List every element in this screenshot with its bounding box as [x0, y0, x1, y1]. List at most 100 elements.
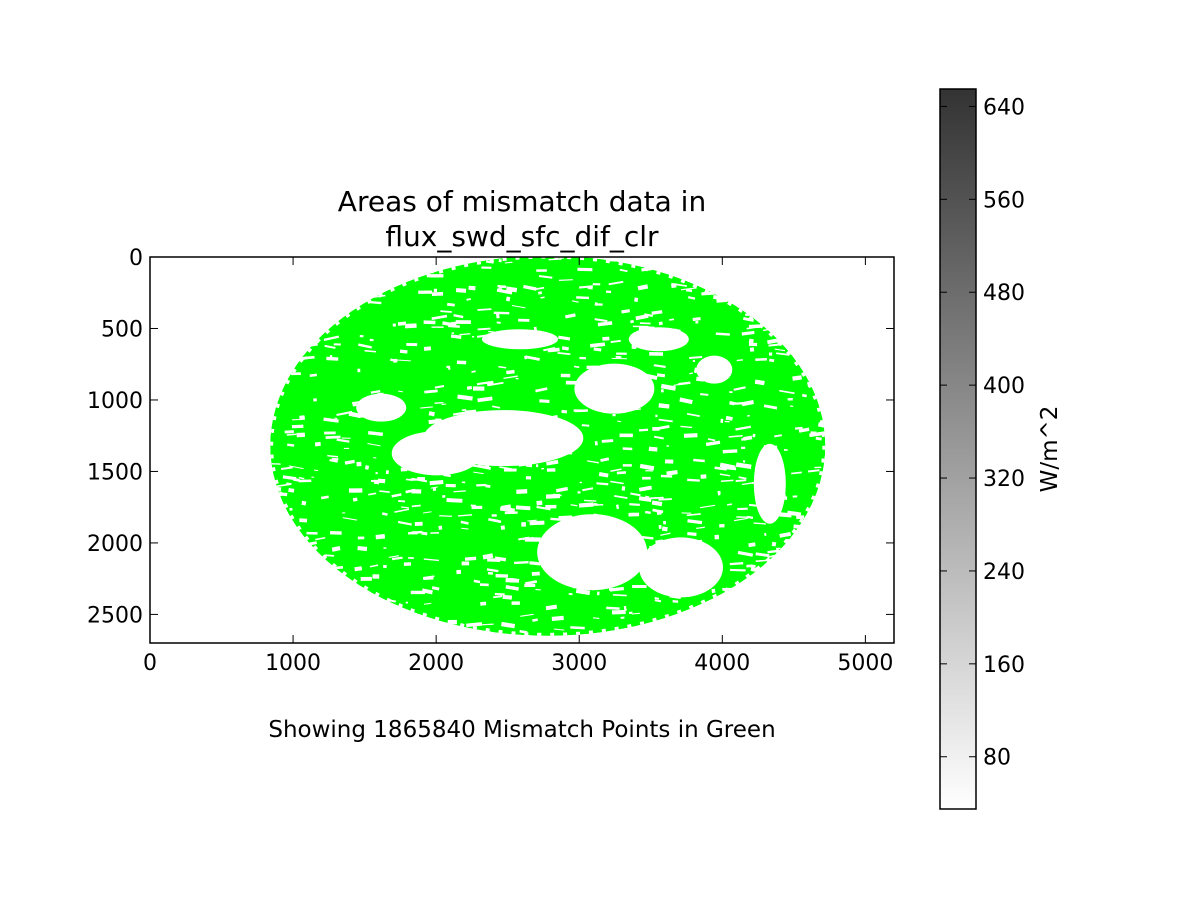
y-tick-label: 1500	[87, 460, 143, 485]
non-mismatch-gap	[763, 445, 778, 448]
non-mismatch-gap	[434, 385, 445, 389]
non-mismatch-gap	[405, 478, 412, 481]
non-mismatch-gap	[579, 481, 582, 484]
non-mismatch-gap	[429, 479, 444, 486]
non-mismatch-gap	[696, 376, 705, 382]
non-mismatch-gap	[638, 326, 655, 331]
non-mismatch-gap	[644, 510, 651, 515]
non-mismatch-gap	[354, 566, 363, 572]
non-mismatch-gap	[529, 561, 541, 566]
non-mismatch-gap	[476, 334, 490, 338]
non-mismatch-gap	[324, 344, 336, 349]
non-mismatch-gap	[388, 555, 400, 559]
non-mismatch-gap	[696, 355, 733, 384]
non-mismatch-gap	[692, 317, 701, 322]
non-mismatch-gap	[687, 519, 703, 525]
non-mismatch-gap	[314, 441, 321, 447]
colorbar-ticks: 80 160 240 320 400 480 560 640	[940, 95, 1025, 771]
non-mismatch-gap	[566, 550, 572, 556]
non-mismatch-gap	[375, 472, 378, 475]
non-mismatch-gap	[700, 474, 707, 479]
non-mismatch-gap	[764, 532, 767, 536]
non-mismatch-gap	[630, 492, 641, 497]
non-mismatch-gap	[616, 471, 627, 475]
non-mismatch-gap	[629, 503, 640, 506]
non-mismatch-gap	[740, 446, 746, 450]
non-mismatch-gap	[592, 283, 601, 286]
non-mismatch-gap	[626, 556, 640, 560]
non-mismatch-gap	[391, 493, 402, 498]
non-mismatch-gap	[425, 450, 432, 455]
non-mismatch-gap	[496, 288, 513, 295]
non-mismatch-gap	[515, 505, 531, 511]
non-mismatch-gap	[655, 539, 664, 545]
non-mismatch-gap	[565, 380, 579, 385]
non-mismatch-gap	[344, 459, 355, 465]
non-mismatch-gap	[390, 599, 396, 603]
non-mismatch-gap	[546, 468, 556, 472]
non-mismatch-gap	[624, 609, 627, 611]
non-mismatch-gap	[729, 391, 733, 394]
non-mismatch-gap	[728, 434, 743, 438]
non-mismatch-gap	[593, 513, 604, 518]
non-mismatch-gap	[588, 530, 594, 534]
non-mismatch-gap	[657, 573, 669, 577]
non-mismatch-gap	[792, 495, 798, 498]
non-mismatch-gap	[466, 385, 473, 390]
non-mismatch-gap	[621, 309, 631, 314]
y-tick-label: 500	[101, 317, 143, 342]
non-mismatch-gap	[411, 531, 418, 535]
non-mismatch-gap	[755, 500, 764, 503]
non-mismatch-gap	[349, 488, 363, 493]
non-mismatch-gap	[564, 575, 570, 578]
non-mismatch-gap	[333, 343, 341, 346]
non-mismatch-gap	[540, 296, 545, 299]
non-mismatch-gap	[600, 457, 610, 463]
non-mismatch-gap	[588, 372, 604, 377]
non-mismatch-gap	[582, 487, 594, 492]
non-mismatch-gap	[618, 554, 627, 559]
non-mismatch-gap	[807, 469, 820, 473]
colorbar-tick-label: 160	[983, 653, 1025, 678]
non-mismatch-gap	[587, 460, 599, 464]
non-mismatch-gap	[789, 405, 794, 408]
non-mismatch-gap	[680, 425, 693, 429]
non-mismatch-gap	[464, 556, 477, 561]
non-mismatch-gap	[719, 473, 731, 477]
non-mismatch-gap	[707, 438, 716, 442]
non-mismatch-gap	[748, 542, 756, 548]
non-mismatch-gap	[471, 505, 483, 510]
non-mismatch-gap	[369, 300, 382, 305]
non-mismatch-gap	[282, 475, 297, 481]
non-mismatch-gap	[448, 324, 460, 328]
non-mismatch-gap	[327, 454, 339, 458]
non-mismatch-gap	[471, 335, 475, 338]
non-mismatch-gap	[452, 411, 468, 416]
non-mismatch-gap	[397, 321, 407, 326]
non-mismatch-gap	[538, 291, 543, 295]
non-mismatch-gap	[545, 531, 551, 534]
non-mismatch-gap	[504, 261, 513, 264]
non-mismatch-gap	[623, 605, 627, 611]
non-mismatch-gap	[754, 379, 765, 386]
non-mismatch-gap	[503, 375, 518, 380]
non-mismatch-gap	[439, 515, 452, 517]
non-mismatch-gap	[596, 482, 609, 486]
non-mismatch-gap	[658, 524, 662, 529]
non-mismatch-gap	[594, 302, 598, 306]
non-mismatch-gap	[536, 269, 547, 272]
non-mismatch-gap	[615, 355, 622, 359]
x-tick-label: 3000	[551, 651, 607, 676]
non-mismatch-gap	[596, 303, 603, 306]
non-mismatch-gap	[461, 481, 466, 484]
non-mismatch-gap	[391, 431, 482, 476]
non-mismatch-gap	[632, 584, 647, 589]
non-mismatch-gap	[343, 447, 350, 450]
non-mismatch-gap	[432, 429, 446, 433]
non-mismatch-gap	[495, 573, 509, 578]
non-mismatch-gap	[485, 484, 491, 488]
non-mismatch-gap	[639, 463, 655, 471]
non-mismatch-gap	[400, 467, 408, 472]
plot-frame	[149, 256, 895, 644]
non-mismatch-gap	[329, 458, 338, 463]
